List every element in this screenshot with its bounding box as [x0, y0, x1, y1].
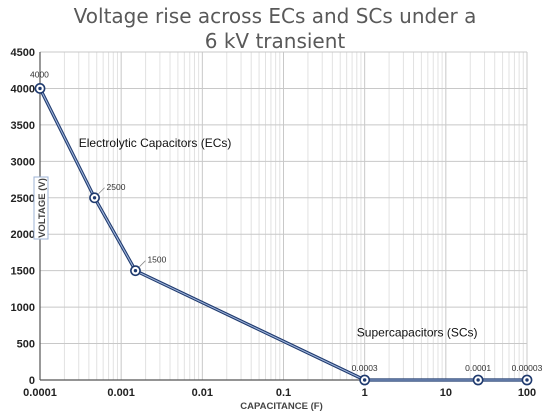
data-point-marker-core: [92, 196, 97, 200]
y-axis-title-group: VOLTAGE (V): [33, 176, 49, 240]
data-label-leader: [98, 187, 105, 195]
series: [34, 83, 533, 386]
chart-title-line-1: Voltage rise across ECs and SCs under a: [73, 4, 477, 28]
y-tick-label: 1000: [11, 302, 35, 314]
data-label: 1500: [147, 255, 166, 265]
grid: [39, 51, 528, 381]
series-line-highlight: [39, 88, 527, 381]
data-label-leader: [139, 260, 146, 267]
data-label: 0.0001: [465, 363, 491, 373]
x-tick-label: 0.0001: [23, 387, 57, 399]
y-tick-label: 4000: [11, 83, 35, 95]
data-label: 2500: [107, 182, 126, 192]
annotation: Electrolytic Capacitors (ECs): [79, 136, 232, 150]
x-axis-title: CAPACITANCE (F): [240, 401, 323, 412]
x-tick-label: 0.01: [192, 387, 213, 399]
y-tick-label: 4500: [11, 47, 35, 59]
data-label: 0.00003: [512, 363, 543, 373]
chart-title: Voltage rise across ECs and SCs under a …: [0, 4, 550, 54]
x-tick-label: 1: [362, 387, 368, 399]
y-tick-label: 500: [17, 339, 35, 351]
x-tick-label: 0.001: [107, 387, 135, 399]
y-axis-title: VOLTAGE (V): [37, 178, 48, 238]
x-tick-label: 100: [518, 387, 536, 399]
x-tick-label: 0.1: [276, 387, 291, 399]
data-point-marker-core: [362, 378, 367, 382]
y-tick-label: 2500: [11, 193, 35, 205]
y-tick-label: 0: [29, 375, 35, 387]
y-tick-label: 2000: [11, 229, 35, 241]
data-point-marker-core: [476, 378, 480, 382]
data-point-marker-core: [525, 378, 529, 382]
x-tick-label: 10: [440, 387, 452, 399]
data-label: 0.0003: [352, 363, 378, 373]
annotation: Supercapacitors (SCs): [357, 325, 478, 339]
data-point-marker-core: [38, 86, 42, 91]
data-label: 4000: [30, 69, 49, 79]
data-point-marker-core: [133, 268, 138, 273]
y-tick-label: 3500: [11, 120, 35, 132]
y-axis-title-box: [33, 176, 49, 240]
chart-title-line-2: 6 kV transient: [204, 29, 346, 53]
labels: 0 500 1000 1500 2000 2500 3000 3500 4000 4500 0.00…: [11, 47, 543, 412]
y-tick-label: 3000: [11, 156, 35, 168]
y-tick-label: 1500: [11, 266, 35, 278]
